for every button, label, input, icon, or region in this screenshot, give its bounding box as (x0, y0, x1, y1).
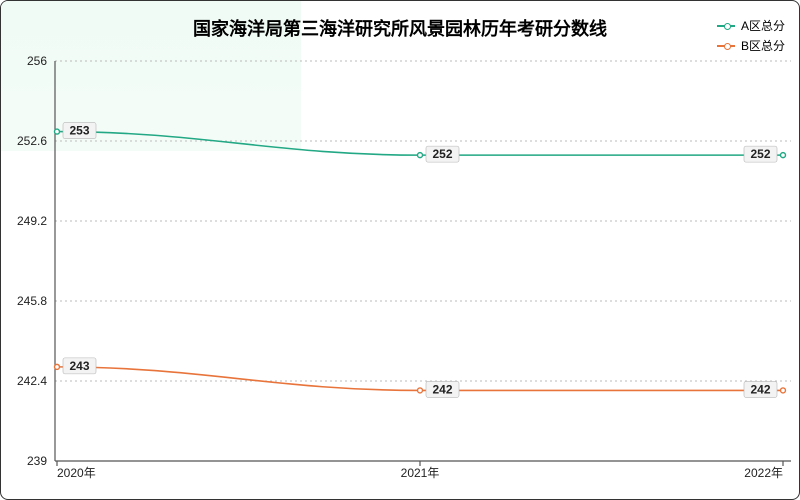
svg-text:256: 256 (27, 54, 47, 68)
svg-text:253: 253 (69, 124, 89, 138)
svg-text:242: 242 (750, 382, 770, 396)
svg-text:239: 239 (27, 454, 47, 468)
svg-text:243: 243 (69, 359, 89, 373)
svg-text:252: 252 (750, 147, 770, 161)
svg-text:252.6: 252.6 (17, 134, 47, 148)
legend: A区总分 B区总分 (717, 17, 785, 57)
legend-label-a: A区总分 (741, 17, 785, 34)
svg-text:2020年: 2020年 (57, 466, 96, 480)
legend-label-b: B区总分 (741, 37, 785, 54)
legend-swatch-a (717, 25, 735, 27)
svg-text:245.8: 245.8 (17, 294, 47, 308)
chart-container: 国家海洋局第三海洋研究所风景园林历年考研分数线 A区总分 B区总分 239 242… (0, 0, 800, 500)
legend-swatch-b (717, 45, 735, 47)
plot-svg: 239242.4245.8249.2252.62562020年2021年2022… (55, 61, 791, 479)
svg-text:242: 242 (432, 382, 452, 396)
legend-item-b: B区总分 (717, 37, 785, 54)
svg-text:242.4: 242.4 (17, 374, 47, 388)
legend-item-a: A区总分 (717, 17, 785, 34)
chart-title: 国家海洋局第三海洋研究所风景园林历年考研分数线 (1, 15, 799, 41)
svg-text:249.2: 249.2 (17, 214, 47, 228)
plot-area: 239242.4245.8249.2252.62562020年2021年2022… (55, 61, 791, 479)
svg-text:2022年: 2022年 (744, 466, 783, 480)
svg-text:252: 252 (432, 147, 452, 161)
svg-text:2021年: 2021年 (401, 466, 440, 480)
